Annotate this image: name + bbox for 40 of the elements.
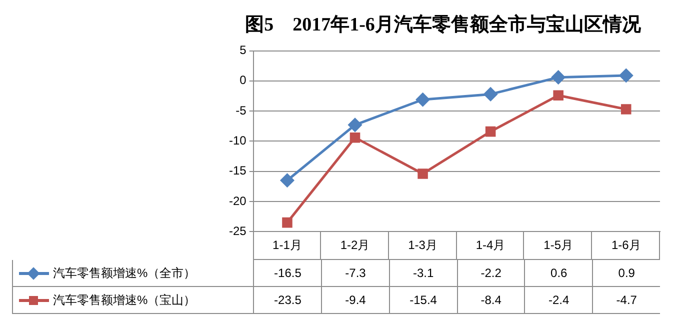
x-tick-label: 1-1月 (272, 238, 302, 252)
x-tick-label: 1-5月 (544, 238, 574, 252)
x-tick-label: 1-4月 (476, 238, 506, 252)
legend-label: 汽车零售额增速%（全市） (53, 264, 196, 282)
y-tick-label: -20 (229, 194, 247, 208)
data-label: -9.4 (321, 287, 389, 313)
point (619, 68, 633, 82)
chart-title: 图5 2017年1-6月汽车零售额全市与宝山区情况 (245, 13, 642, 36)
x-tick-label: 1-2月 (340, 238, 370, 252)
data-label: -15.4 (388, 287, 457, 313)
point (484, 87, 498, 101)
point (553, 90, 564, 101)
legend-label: 汽车零售额增速%（宝山） (53, 292, 196, 308)
x-tick-label: 1-6月 (611, 238, 641, 252)
y-tick-label: -10 (229, 134, 247, 148)
data-label: -7.3 (321, 260, 389, 286)
point (552, 70, 566, 84)
point (282, 217, 292, 228)
data-label: -3.1 (388, 260, 457, 286)
point (348, 118, 362, 132)
y-tick-label: -25 (229, 224, 247, 238)
point (350, 132, 360, 143)
data-label: -2.4 (524, 287, 592, 313)
point (280, 174, 294, 188)
data-label: -4.7 (592, 287, 660, 313)
point (416, 92, 430, 106)
data-label: -23.5 (253, 287, 322, 313)
point (620, 104, 632, 114)
data-label: 0.9 (592, 260, 660, 286)
y-tick-label: -5 (236, 103, 247, 118)
data-label: -16.5 (253, 260, 322, 286)
y-tick-label: 5 (240, 43, 247, 58)
x-tick-label: 1-3月 (408, 238, 438, 252)
data-label: -8.4 (456, 287, 524, 313)
data-label: -2.2 (456, 260, 524, 286)
data-label: 0.6 (524, 260, 592, 286)
y-tick-label: -15 (229, 164, 247, 178)
point (485, 126, 496, 137)
point (418, 168, 428, 179)
y-tick-label: 0 (240, 73, 247, 88)
